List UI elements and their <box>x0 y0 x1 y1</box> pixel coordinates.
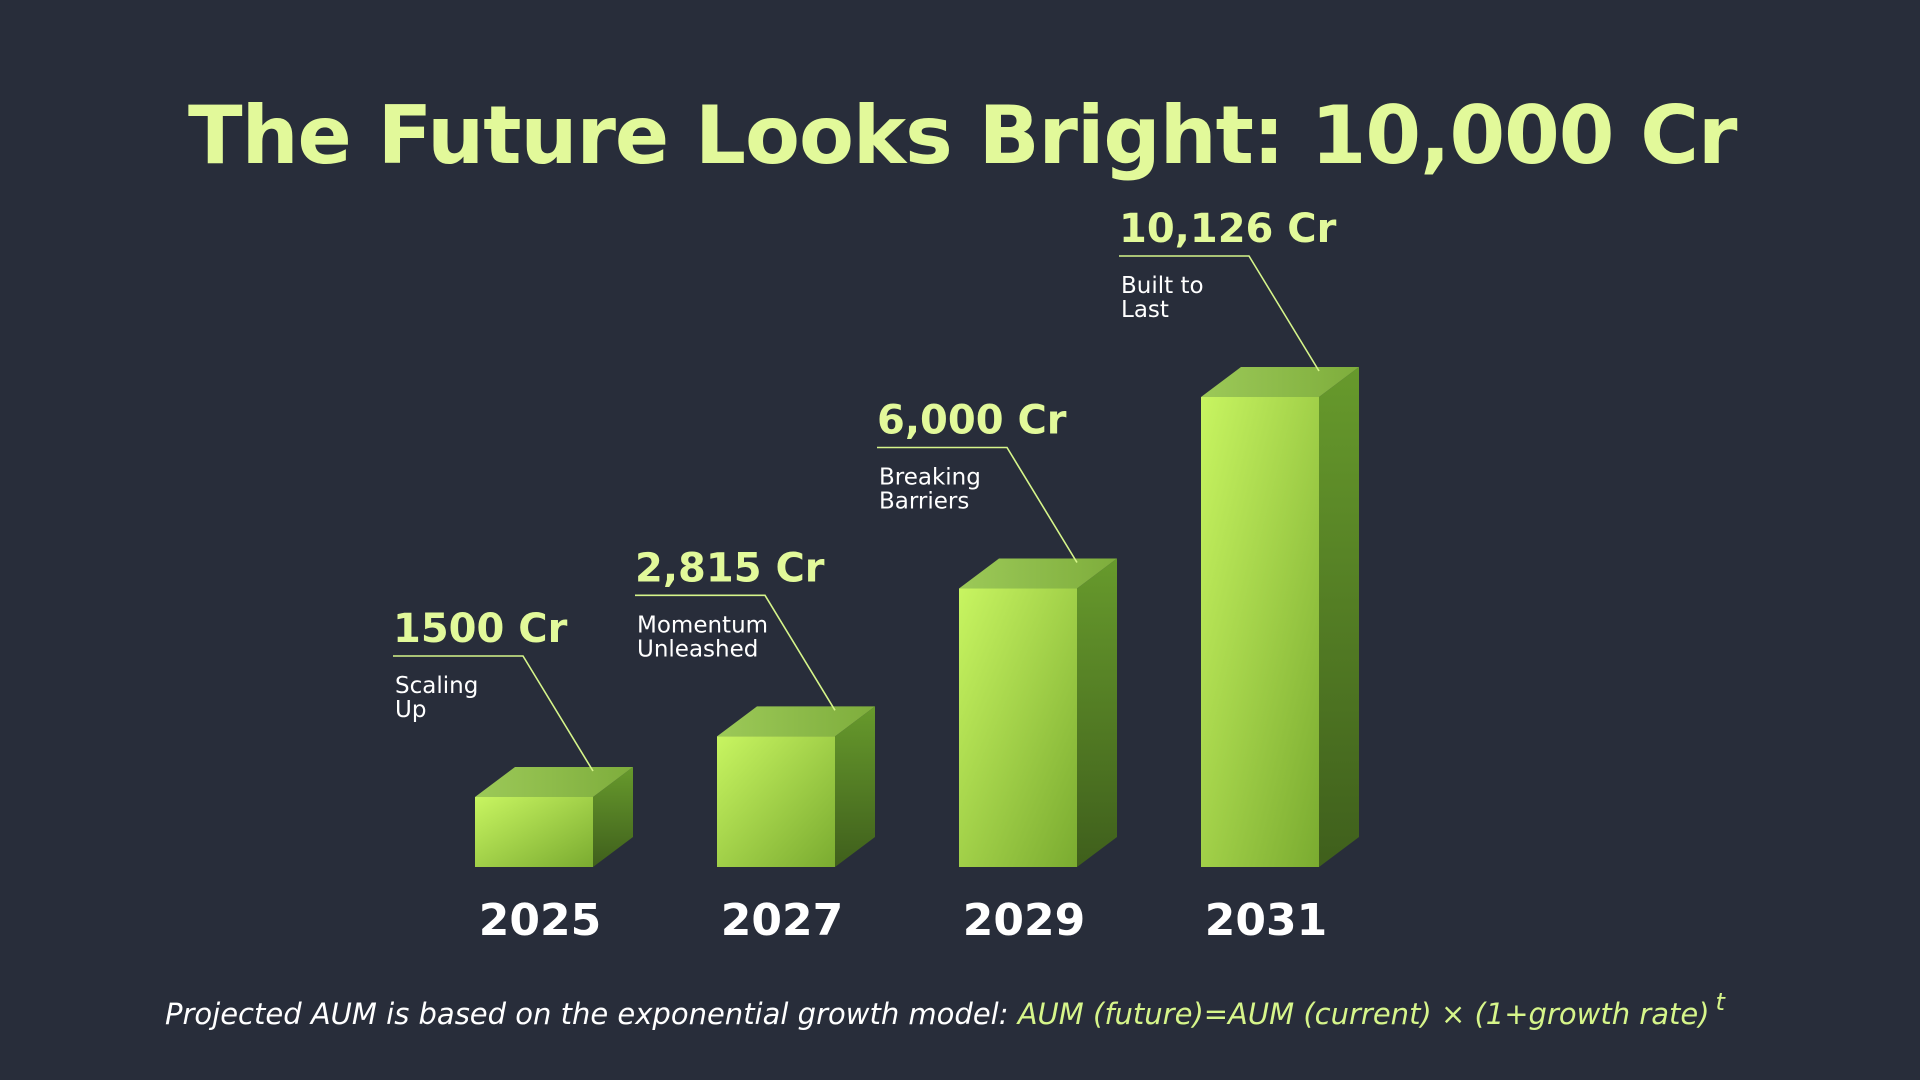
bar <box>1201 397 1319 867</box>
footnote-formula: AUM (future)=AUM (current) × (1+growth r… <box>1016 997 1710 1031</box>
caption-label: Breaking <box>879 465 981 491</box>
year-label: 2029 <box>963 895 1085 946</box>
caption-label: Momentum <box>637 612 768 638</box>
value-label: 2,815 Cr <box>635 545 825 591</box>
bar-top <box>1201 367 1359 397</box>
bar-top <box>717 706 875 737</box>
leader-line <box>1119 255 1320 372</box>
leader-line <box>877 446 1078 563</box>
bar-side <box>1077 558 1117 867</box>
footnote-text: Projected AUM is based on the exponentia… <box>165 997 1018 1031</box>
bar-side <box>593 767 633 867</box>
year-label: 2027 <box>721 895 843 946</box>
leader-line <box>393 655 594 772</box>
caption-label: Up <box>395 697 426 723</box>
caption-label: Last <box>1121 297 1169 323</box>
caption-label: Scaling <box>395 673 478 699</box>
bar-side <box>835 706 875 867</box>
bar <box>717 736 835 867</box>
footnote-exponent: t <box>1716 988 1727 1016</box>
caption-label: Unleashed <box>637 636 758 662</box>
value-label: 1500 Cr <box>393 606 568 652</box>
year-label: 2031 <box>1205 895 1327 946</box>
bar <box>475 797 593 867</box>
bar-top <box>959 558 1117 589</box>
caption-label: Built to <box>1121 273 1204 299</box>
footnote: Projected AUM is based on the exponentia… <box>165 988 1727 1031</box>
value-label: 10,126 Cr <box>1119 206 1337 252</box>
leader-line <box>635 594 836 711</box>
year-label: 2025 <box>479 895 601 946</box>
bar-top <box>475 767 633 797</box>
page-title: The Future Looks Bright: 10,000 Cr <box>188 89 1738 182</box>
bar <box>959 588 1077 867</box>
bar-side <box>1319 367 1359 867</box>
caption-label: Barriers <box>879 489 969 515</box>
value-label: 6,000 Cr <box>877 398 1067 444</box>
